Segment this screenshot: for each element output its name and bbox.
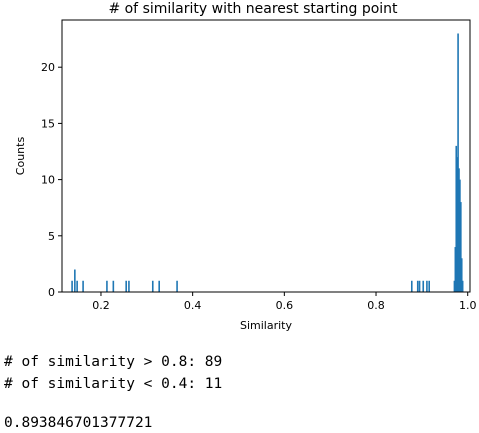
- y-tick-label: 20: [41, 61, 55, 74]
- y-tick-label: 15: [41, 117, 55, 130]
- bars-group: [71, 33, 464, 293]
- x-ticks: 0.2 0.4 0.6 0.8 1.0: [92, 292, 476, 312]
- x-tick-label: 0.4: [184, 299, 202, 312]
- y-tick-label: 5: [48, 230, 55, 243]
- histogram-bar: [410, 280, 413, 292]
- y-tick-label: 10: [41, 174, 55, 187]
- y-ticks: 0 5 10 15 20: [41, 61, 62, 299]
- histogram-bar: [460, 202, 462, 292]
- x-tick-label: 1.0: [459, 299, 477, 312]
- histogram-bar: [460, 258, 463, 292]
- x-tick-label: 0.8: [367, 299, 385, 312]
- histogram-bar: [82, 280, 84, 292]
- histogram-bar: [426, 280, 428, 292]
- histogram-bar: [151, 280, 154, 292]
- similarity-below-threshold-output: # of similarity < 0.4: 11: [4, 376, 223, 392]
- histogram-bar: [459, 179, 461, 292]
- histogram-bar: [71, 280, 73, 292]
- histogram-bar: [455, 145, 458, 292]
- histogram-bar: [457, 33, 459, 293]
- histogram-chart: # of similarity with nearest starting po…: [14, 1, 476, 332]
- histogram-bar: [158, 280, 160, 292]
- plot-frame: [61, 19, 471, 293]
- histogram-bar: [458, 168, 460, 292]
- histogram-bar: [418, 280, 421, 292]
- histogram-bar: [461, 280, 464, 292]
- histogram-bar: [416, 280, 419, 292]
- histogram-bar: [456, 157, 458, 292]
- histogram-bar: [428, 280, 430, 292]
- x-tick-label: 0.6: [276, 299, 294, 312]
- x-axis-label: Similarity: [240, 319, 292, 332]
- histogram-bar: [125, 280, 127, 292]
- x-tick-label: 0.2: [92, 299, 110, 312]
- histogram-bar: [128, 280, 130, 292]
- histogram-bar: [176, 280, 178, 292]
- mean-similarity-output: 0.893846701377721: [4, 415, 153, 431]
- histogram-bar: [74, 269, 76, 292]
- chart-title: # of similarity with nearest starting po…: [108, 1, 398, 17]
- histogram-bar: [422, 280, 425, 292]
- y-axis-label: Counts: [14, 137, 27, 176]
- histogram-bar: [454, 247, 457, 292]
- histogram-bar: [106, 280, 108, 292]
- histogram-bar: [76, 280, 78, 292]
- histogram-bar: [453, 280, 456, 292]
- y-tick-label: 0: [48, 286, 55, 299]
- histogram-bar: [112, 280, 115, 292]
- similarity-above-threshold-output: # of similarity > 0.8: 89: [4, 354, 223, 370]
